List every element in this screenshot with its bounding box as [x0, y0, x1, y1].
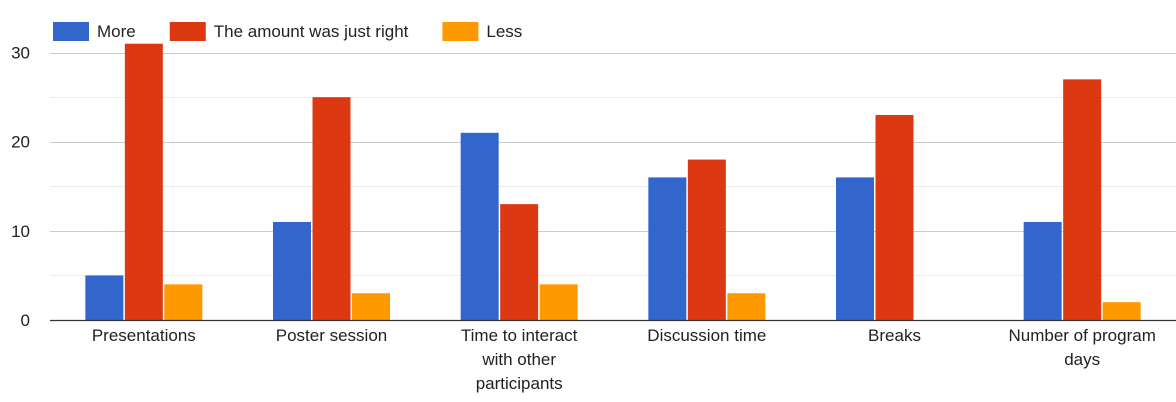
x-tick-label: Number of program	[1008, 326, 1155, 345]
bar-more-3	[648, 177, 687, 320]
x-tick-label: Time to interact	[461, 326, 578, 345]
bar-less-0	[164, 284, 203, 320]
x-tick-label: Breaks	[868, 326, 921, 345]
x-tick-label: participants	[476, 374, 563, 393]
bar-the-amount-was-just-right-1	[312, 97, 351, 321]
bar-the-amount-was-just-right-2	[500, 204, 539, 320]
y-tick-label: 10	[11, 222, 30, 241]
x-tick-label: days	[1064, 350, 1100, 369]
legend-swatch	[442, 22, 479, 41]
x-tick-label: Discussion time	[647, 326, 766, 345]
legend: More The amount was just right Less	[53, 22, 522, 41]
x-tick-labels: Presentations Poster session Time to inter…	[92, 326, 1156, 393]
legend-label: More	[97, 22, 136, 41]
bar-more-1	[273, 221, 311, 320]
bar-less-3	[727, 293, 766, 320]
legend-swatch	[169, 22, 206, 41]
y-tick-labels: 0 10 20 30	[11, 44, 30, 330]
bar-the-amount-was-just-right-3	[687, 159, 726, 320]
bar-the-amount-was-just-right-4	[875, 115, 914, 320]
x-tick-label: with other	[481, 350, 556, 369]
legend-swatch	[53, 22, 89, 41]
y-tick-label: 20	[11, 133, 30, 152]
y-tick-label: 0	[21, 311, 30, 330]
bar-more-0	[85, 275, 124, 320]
bars	[85, 43, 1141, 321]
x-tick-label: Presentations	[92, 326, 196, 345]
bar-more-4	[836, 177, 874, 320]
bar-more-2	[460, 132, 499, 320]
gridlines	[50, 53, 1176, 276]
legend-label: Less	[486, 22, 522, 41]
bar-less-2	[539, 284, 578, 320]
bar-less-5	[1102, 302, 1141, 320]
x-tick-label: Poster session	[276, 326, 388, 345]
bar-less-1	[352, 293, 390, 320]
bar-the-amount-was-just-right-0	[124, 43, 163, 320]
bar-more-5	[1023, 221, 1062, 320]
legend-label: The amount was just right	[214, 22, 409, 41]
y-tick-label: 30	[11, 44, 30, 63]
bar-the-amount-was-just-right-5	[1063, 79, 1102, 320]
